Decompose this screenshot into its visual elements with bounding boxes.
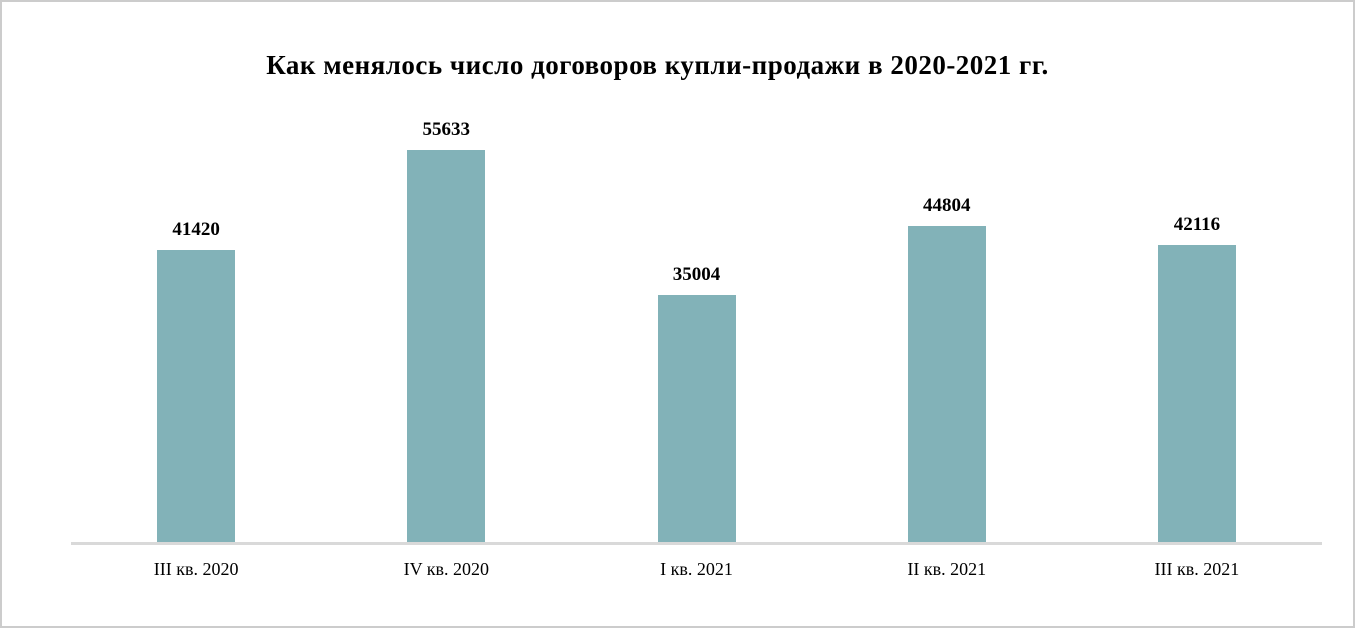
category-axis: III кв. 2020 IV кв. 2020 I кв. 2021 II к… [71,558,1322,581]
category-label: I кв. 2021 [660,559,733,579]
bar-column: 44804 [822,90,1072,542]
bar [157,250,236,542]
plot-area: 41420 55633 35004 44804 42116 [71,90,1322,545]
bar-value-label: 35004 [672,264,721,286]
bar [657,295,736,542]
category-label: IV кв. 2020 [403,559,490,579]
bar-column: 41420 [71,90,321,542]
category-label: III кв. 2021 [1154,559,1240,579]
bar-columns: 41420 55633 35004 44804 42116 [71,90,1322,542]
chart-title: Как менялось число договоров купли-прода… [266,50,1049,80]
bar-value-label: 55633 [422,119,471,141]
bar-value-label: 41420 [172,219,220,241]
bar-value-label: 44804 [922,195,971,217]
bar [907,226,986,542]
bar [407,150,486,542]
bar-column: 55633 [321,90,571,542]
axis-baseline [71,542,1322,545]
category-label: III кв. 2020 [153,559,239,579]
bar-column: 35004 [571,90,821,542]
bar-value-label: 42116 [1173,214,1221,236]
bar-column: 42116 [1072,90,1322,542]
bar [1157,245,1236,542]
category-label: II кв. 2021 [907,559,987,579]
